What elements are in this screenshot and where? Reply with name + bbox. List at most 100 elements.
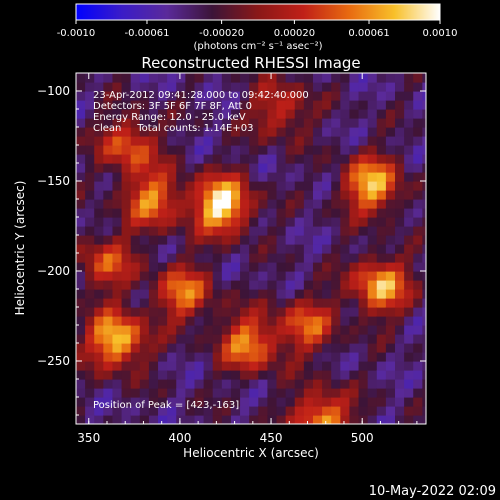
heatmap-cell: [240, 343, 250, 353]
heatmap-cell: [130, 127, 141, 137]
heatmap-cell: [294, 82, 305, 92]
heatmap-cell: [94, 316, 104, 326]
heatmap-cell: [422, 244, 426, 254]
heatmap-cell: [230, 226, 241, 236]
heatmap-cell: [413, 109, 423, 119]
heatmap-cell: [395, 181, 405, 191]
heatmap-cell: [431, 334, 441, 344]
heatmap-cell: [358, 388, 369, 398]
heatmap-cell: [203, 118, 214, 128]
heatmap-cell: [331, 415, 341, 424]
heatmap-cell: [130, 415, 141, 424]
heatmap-cell: [367, 118, 378, 128]
heatmap-cell: [76, 217, 86, 227]
heatmap-cell: [312, 298, 323, 308]
heatmap-cell: [103, 244, 114, 254]
heatmap-cell: [121, 136, 132, 146]
heatmap-cell: [303, 73, 314, 83]
heatmap-cell: [303, 217, 314, 227]
heatmap-cell: [158, 235, 168, 245]
heatmap-cell: [121, 316, 132, 326]
heatmap-cell: [148, 118, 159, 128]
heatmap-cell: [212, 397, 223, 407]
heatmap-cell: [148, 217, 159, 227]
heatmap-cell: [240, 352, 250, 362]
heatmap-cell: [203, 280, 214, 290]
heatmap-cell: [85, 262, 95, 272]
heatmap-cell: [176, 172, 186, 182]
heatmap-cell: [249, 199, 259, 209]
heatmap-cell: [94, 118, 104, 128]
heatmap-cell: [312, 379, 323, 389]
heatmap-cell: [221, 352, 232, 362]
heatmap-cell: [331, 379, 341, 389]
heatmap-cell: [112, 352, 123, 362]
heatmap-cell: [221, 289, 232, 299]
heatmap-cell: [258, 217, 268, 227]
heatmap-cell: [112, 100, 123, 110]
heatmap-cell: [303, 172, 314, 182]
heatmap-cell: [367, 397, 378, 407]
heatmap-cell: [130, 406, 141, 416]
heatmap-cell: [312, 199, 323, 209]
heatmap-cell: [240, 100, 250, 110]
heatmap-cell: [422, 334, 426, 344]
heatmap-cell: [130, 235, 141, 245]
heatmap-cell: [167, 262, 177, 272]
heatmap-cell: [158, 343, 168, 353]
heatmap-cell: [212, 82, 223, 92]
heatmap-cell: [85, 163, 95, 173]
heatmap-cell: [221, 190, 232, 200]
heatmap-cell: [331, 244, 341, 254]
heatmap-cell: [249, 307, 259, 317]
heatmap-cell: [340, 109, 351, 119]
heatmap-cell: [139, 73, 150, 83]
heatmap-cell: [112, 235, 123, 245]
heatmap-cell: [249, 145, 259, 155]
heatmap-cell: [322, 109, 332, 119]
heatmap-cell: [121, 307, 132, 317]
heatmap-cell: [148, 316, 159, 326]
heatmap-cell: [258, 334, 268, 344]
heatmap-cell: [322, 226, 332, 236]
heatmap-cell: [376, 316, 387, 326]
heatmap-cell: [395, 217, 405, 227]
heatmap-cell: [267, 235, 278, 245]
heatmap-cell: [176, 127, 186, 137]
heatmap-cell: [230, 235, 241, 245]
heatmap-cell: [103, 388, 114, 398]
heatmap-cell: [185, 406, 196, 416]
heatmap-cell: [322, 208, 332, 218]
heatmap-cell: [358, 352, 369, 362]
heatmap-cell: [404, 145, 414, 155]
heatmap-cell: [139, 262, 150, 272]
heatmap-cell: [249, 244, 259, 254]
heatmap-cell: [303, 352, 314, 362]
heatmap-cell: [167, 406, 177, 416]
heatmap-cell: [212, 280, 223, 290]
heatmap-cell: [422, 271, 426, 281]
heatmap-cell: [285, 352, 296, 362]
heatmap-cell: [212, 253, 223, 263]
heatmap-cell: [358, 298, 369, 308]
heatmap-cell: [212, 244, 223, 254]
heatmap-cell: [303, 343, 314, 353]
heatmap-cell: [349, 226, 360, 236]
heatmap-cell: [85, 316, 95, 326]
heatmap-cell: [395, 352, 405, 362]
heatmap-cell: [258, 208, 268, 218]
heatmap-cell: [85, 82, 95, 92]
heatmap-cell: [185, 181, 196, 191]
heatmap-cell: [167, 361, 177, 371]
heatmap-cell: [331, 109, 341, 119]
heatmap-cell: [194, 271, 205, 281]
heatmap-cell: [148, 145, 159, 155]
heatmap-cell: [85, 244, 95, 254]
heatmap-cell: [194, 199, 205, 209]
heatmap-cell: [395, 253, 405, 263]
heatmap-cell: [103, 415, 114, 424]
heatmap-cell: [376, 235, 387, 245]
heatmap-cell: [258, 145, 268, 155]
heatmap-cell: [431, 145, 441, 155]
heatmap-cell: [194, 289, 205, 299]
